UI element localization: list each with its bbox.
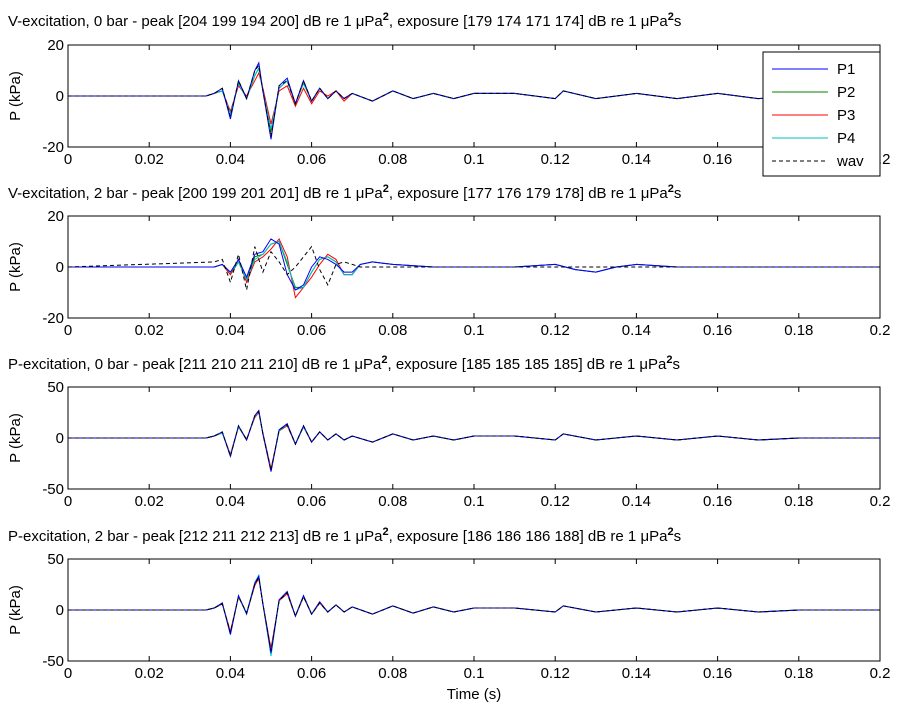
y-axis-label: P (kPa): [7, 413, 24, 463]
x-tick-label: 0.06: [297, 665, 326, 682]
subplot-2: V-excitation, 2 bar - peak [200 199 201 …: [7, 183, 890, 339]
x-tick-label: 0.12: [541, 151, 570, 168]
subplot-title: V-excitation, 2 bar - peak [200 199 201 …: [8, 183, 681, 202]
x-tick-label: 0.08: [378, 665, 407, 682]
y-tick-label: -50: [42, 481, 64, 498]
x-tick-label: 0.08: [378, 493, 407, 510]
series-line-wav: [68, 64, 880, 137]
x-tick-label: 0.04: [216, 322, 245, 339]
subplot-4: P-excitation, 2 bar - peak [212 211 212 …: [7, 526, 890, 703]
y-axis-label: P (kPa): [7, 71, 24, 121]
y-axis-label: P (kPa): [7, 242, 24, 292]
y-tick-label: 20: [47, 208, 64, 225]
x-tick-label: 0.04: [216, 493, 245, 510]
legend-label-p3: P3: [837, 107, 855, 124]
legend-label-p2: P2: [837, 84, 855, 101]
x-tick-label: 0.02: [135, 151, 164, 168]
subplot-1: V-excitation, 0 bar - peak [204 199 194 …: [7, 11, 890, 168]
legend-label-p1: P1: [837, 61, 855, 78]
x-tick-label: 0.18: [784, 493, 813, 510]
x-tick-label: 0.18: [784, 665, 813, 682]
x-tick-label: 0.1: [464, 665, 485, 682]
x-tick-label: 0.14: [622, 322, 651, 339]
x-tick-label: 0: [64, 322, 72, 339]
x-tick-label: 0.2: [870, 493, 891, 510]
x-tick-label: 0.06: [297, 493, 326, 510]
x-tick-label: 0.14: [622, 493, 651, 510]
x-tick-label: 0.14: [622, 665, 651, 682]
x-tick-label: 0.18: [784, 322, 813, 339]
x-tick-label: 0.08: [378, 151, 407, 168]
x-tick-label: 0: [64, 493, 72, 510]
x-tick-label: 0.02: [135, 665, 164, 682]
x-tick-label: 0: [64, 665, 72, 682]
y-tick-label: -20: [42, 310, 64, 327]
series-line-wav: [68, 410, 880, 471]
y-tick-label: 0: [56, 259, 64, 276]
x-tick-label: 0.08: [378, 322, 407, 339]
x-tick-label: 0.06: [297, 322, 326, 339]
legend-label-wav: wav: [836, 153, 864, 170]
series-line-wav: [68, 245, 880, 291]
subplot-3: P-excitation, 0 bar - peak [211 210 211 …: [7, 354, 890, 510]
y-tick-label: 50: [47, 379, 64, 396]
x-tick-label: 0.04: [216, 151, 245, 168]
x-tick-label: 0.02: [135, 493, 164, 510]
x-tick-label: 0.1: [464, 151, 485, 168]
x-tick-label: 0.16: [703, 151, 732, 168]
y-tick-label: 0: [56, 430, 64, 447]
subplot-title: P-excitation, 2 bar - peak [212 211 212 …: [8, 526, 681, 545]
legend-label-p4: P4: [837, 130, 855, 147]
x-tick-label: 0.1: [464, 322, 485, 339]
x-tick-label: 0.12: [541, 322, 570, 339]
y-tick-label: -50: [42, 653, 64, 670]
x-tick-label: 0.2: [870, 665, 891, 682]
series-line-wav: [68, 575, 880, 651]
y-tick-label: 0: [56, 602, 64, 619]
x-tick-label: 0.14: [622, 151, 651, 168]
y-axis-label: P (kPa): [7, 585, 24, 635]
legend: P1 P2 P3 P4 wav: [762, 51, 881, 177]
subplot-title: V-excitation, 0 bar - peak [204 199 194 …: [8, 11, 681, 30]
x-tick-label: 0.1: [464, 493, 485, 510]
y-tick-label: 50: [47, 551, 64, 568]
x-tick-label: 0.04: [216, 665, 245, 682]
x-tick-label: 0.16: [703, 322, 732, 339]
x-tick-label: 0.06: [297, 151, 326, 168]
x-tick-label: 0.02: [135, 322, 164, 339]
x-tick-label: 0.2: [870, 322, 891, 339]
y-tick-label: -20: [42, 139, 64, 156]
y-tick-label: 20: [47, 37, 64, 54]
x-tick-label: 0: [64, 151, 72, 168]
y-tick-label: 0: [56, 88, 64, 105]
x-tick-label: 0.16: [703, 493, 732, 510]
x-tick-label: 0.12: [541, 493, 570, 510]
x-tick-label: 0.12: [541, 665, 570, 682]
subplot-title: P-excitation, 0 bar - peak [211 210 211 …: [8, 354, 680, 373]
x-axis-label: Time (s): [447, 686, 501, 703]
legend-box: [762, 51, 881, 177]
x-tick-label: 0.16: [703, 665, 732, 682]
